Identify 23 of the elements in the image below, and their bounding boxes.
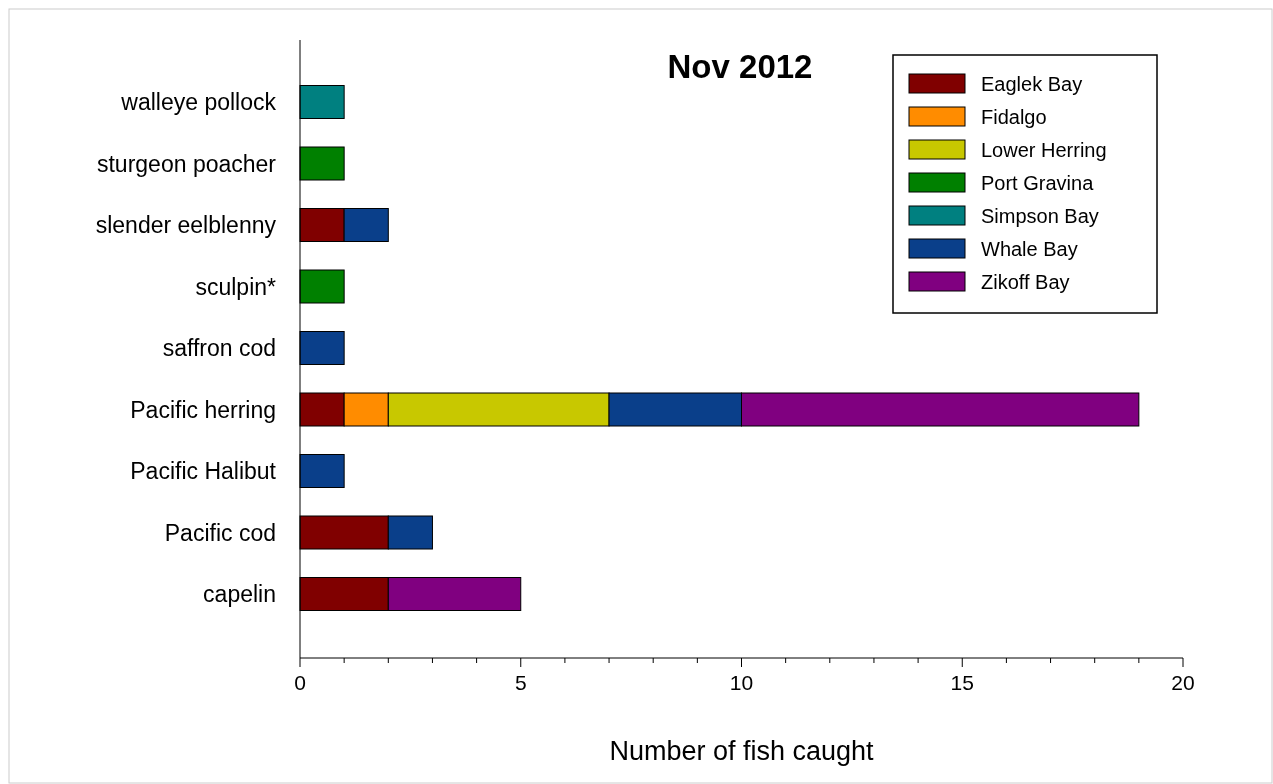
legend-label: Fidalgo — [981, 106, 1047, 128]
x-tick-label: 0 — [294, 671, 306, 694]
y-tick-label: Pacific herring — [130, 396, 276, 423]
y-tick-label: Pacific cod — [164, 519, 276, 546]
legend-label: Port Gravina — [981, 172, 1095, 194]
y-tick-label: saffron cod — [162, 335, 276, 361]
y-tick-label: sturgeon poacher — [96, 150, 277, 177]
legend-label: Whale Bay — [981, 238, 1078, 260]
y-tick-label: walleye pollock — [120, 89, 277, 115]
y-tick-label: capelin — [203, 581, 276, 607]
chart-title: Nov 2012 — [667, 48, 813, 85]
legend-label: Lower Herring — [981, 139, 1107, 161]
legend-label: Simpson Bay — [981, 205, 1099, 227]
x-tick-label: 5 — [514, 671, 527, 694]
x-axis-title: Number of fish caught — [609, 736, 875, 766]
x-tick-label: 15 — [950, 671, 974, 694]
y-tick-label: Pacific Halibut — [130, 458, 277, 484]
x-tick-label: 20 — [1171, 671, 1195, 694]
legend-label: Eaglek Bay — [981, 73, 1083, 95]
x-tick-label: 10 — [729, 671, 754, 694]
legend-label: Zikoff Bay — [981, 271, 1070, 293]
y-tick-label: sculpin* — [195, 273, 277, 300]
y-tick-label: slender eelblenny — [95, 212, 277, 238]
